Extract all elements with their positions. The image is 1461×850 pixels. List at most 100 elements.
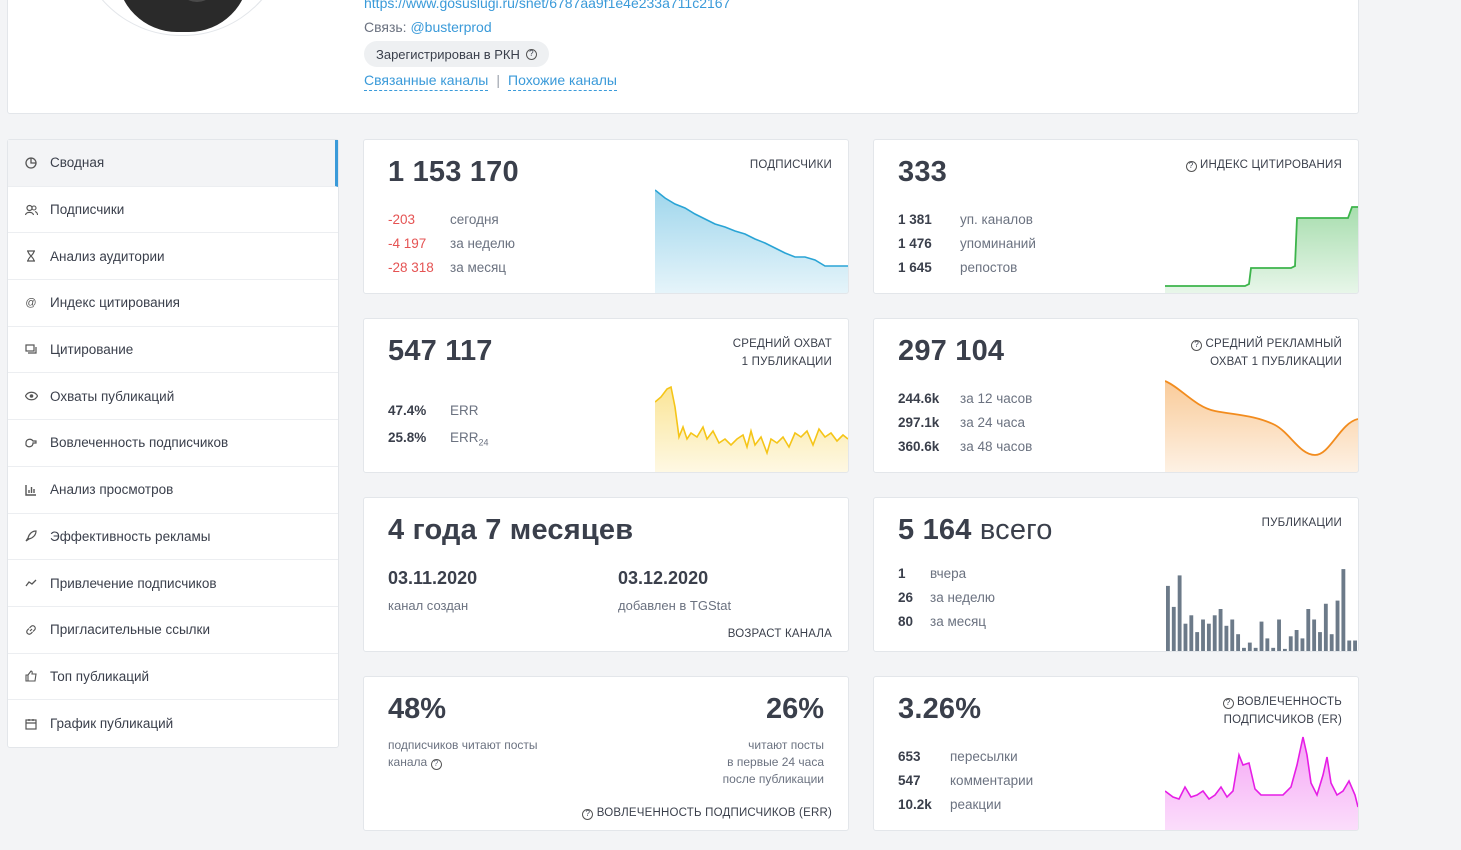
publication-bar [1183,623,1188,651]
users-icon [24,203,38,217]
publication-bar [1230,619,1235,651]
sidebar-item-subscribers[interactable]: Подписчики [8,187,338,234]
publication-bar [1347,640,1352,651]
sidebar-item-audience[interactable]: Анализ аудитории [8,233,338,281]
err-desc-all: подписчиков читают посты канала ? [388,738,538,770]
err-desc-24h: читают посты в первые 24 часа после публ… [722,738,824,786]
created-label: канал создан [388,598,469,613]
subscribers-card[interactable]: 1 153 170 подписчики -203 сегодня -4 197 з… [363,139,849,294]
card-label: возраст канала [727,628,832,640]
er-value: 3.26% [898,693,982,725]
question-icon[interactable]: ? [525,48,537,60]
added-date: 03.12.2020 [618,568,709,588]
publication-bar [1171,606,1176,651]
rocket-icon [24,529,38,543]
err-value-24h: 26% [765,693,824,725]
sidebar-item-invite-links[interactable]: Пригласительные ссылки [8,607,338,654]
publication-bar [1282,648,1287,651]
subscribers-stats: -203 сегодня -4 197 за неделю -28 318 за ме… [388,212,516,275]
err-card[interactable]: 48% подписчиков читают посты канала ? 26… [363,676,849,831]
publication-bar [1177,575,1182,651]
citation-index-card[interactable]: 333 ? индекс цитирования 1 381 уп. канало… [873,139,1359,294]
question-icon[interactable]: ? [582,808,594,820]
sidebar-item-reach[interactable]: Охваты публикаций [8,373,338,421]
publication-bar [1353,640,1357,651]
er-card[interactable]: 3.26% ? вовлеченность подписчиков (ER) 65… [873,676,1359,831]
sidebar-item-top-posts[interactable]: Топ публикаций [8,654,338,701]
sidebar-item-acquisition[interactable]: Привлечение подписчиков [8,560,338,607]
publication-bar [1166,585,1170,651]
avg-reach-value: 547 117 [388,335,493,367]
contact-handle-link[interactable]: @busterprod [410,19,492,35]
sidebar-item-views[interactable]: Анализ просмотров [8,467,338,514]
pie-chart-icon [24,156,38,170]
publication-bar [1253,647,1258,651]
publication-bar [1212,615,1217,651]
channel-links: Связанные каналы | Похожие каналы [364,72,617,91]
channel-age-card[interactable]: 4 года 7 месяцев 03.11.2020 канал создан… [363,497,849,652]
card-label: средний охват 1 публикации [732,338,832,368]
related-channels-link[interactable]: Связанные каналы [364,72,489,91]
sidebar-nav: Сводная Подписчики Анализ аудитории @ Ин… [7,139,339,748]
card-label: вовлеченность [1237,696,1342,708]
publications-total: 5 164 всего [898,514,1053,546]
contact-line: Связь: @busterprod [364,19,492,35]
publication-bar [1259,621,1264,651]
publications-card[interactable]: 5 164 всего публикации 1 вчера 26 за недел… [873,497,1359,652]
publication-bar [1247,642,1252,651]
link-icon [24,623,38,637]
publication-bar [1300,638,1305,651]
ad-reach-stats: 244.6k за 12 часов 297.1k за 24 часа 360.6… [898,391,1033,454]
hand-icon [24,436,38,450]
publication-bar [1265,638,1270,651]
er-stats: 653 пересылки 547 комментарии 10.2k реакции [898,749,1034,812]
er-sparkline [1165,725,1358,830]
rkn-badge[interactable]: Зарегистрирован в РКН ? [364,41,549,67]
publication-bar [1312,619,1317,651]
gosuslugi-link[interactable]: https://www.gosuslugi.ru/snet/6787aa9f1e… [364,0,731,11]
publication-bar [1224,625,1229,651]
question-icon[interactable]: ? [430,758,442,770]
publication-bar [1271,647,1276,651]
trend-icon [24,576,38,590]
sidebar-item-citation[interactable]: Цитирование [8,327,338,374]
card-label: вовлеченность подписчиков (ERR) [596,807,832,819]
card-label: публикации [1261,517,1342,529]
publication-bar [1329,634,1334,651]
question-icon[interactable]: ? [1222,697,1234,709]
card-label: подписчики [749,159,832,171]
publication-bar [1318,632,1322,651]
question-icon[interactable]: ? [1185,160,1197,172]
publication-bar [1189,615,1194,651]
eye-icon [24,389,38,403]
err-value-all: 48% [388,693,447,725]
added-label: добавлен в TGStat [618,598,732,613]
thumbs-up-icon [24,669,38,683]
sidebar-item-engagement[interactable]: Вовлеченность подписчиков [8,420,338,467]
avg-reach-card[interactable]: 547 117 средний охват 1 публикации 47.4% E… [363,318,849,473]
subscribers-sparkline [655,188,848,293]
calendar-icon [24,717,38,731]
sidebar-item-schedule[interactable]: График публикаций [8,700,338,747]
avg-reach-sparkline [655,367,848,472]
publication-bar [1288,636,1293,651]
hourglass-icon [24,249,38,263]
publication-bar [1341,569,1346,651]
ad-reach-value: 297 104 [898,335,1005,367]
at-icon: @ [25,296,37,309]
publication-bar [1236,634,1241,651]
sidebar-item-summary[interactable]: Сводная [8,140,338,187]
sidebar-item-ad-efficiency[interactable]: Эффективность рекламы [8,514,338,561]
sidebar-item-citation-index[interactable]: @ Индекс цитирования [8,280,338,327]
publications-bar-chart [1165,546,1358,651]
card-label: индекс цитирования [1200,159,1342,171]
ad-reach-card[interactable]: 297 104 ? средний рекламный охват 1 публи… [873,318,1359,473]
similar-channels-link[interactable]: Похожие каналы [508,72,617,91]
subscribers-count: 1 153 170 [388,156,519,188]
avatar [76,0,288,36]
publications-stats: 1 вчера 26 за неделю 80 за месяц [898,566,996,629]
ad-reach-sparkline [1165,367,1358,472]
question-icon[interactable]: ? [1191,339,1203,351]
citation-stats: 1 381 уп. каналов 1 476 упоминаний 1 645 ре… [898,212,1036,275]
citation-index-value: 333 [898,156,947,188]
